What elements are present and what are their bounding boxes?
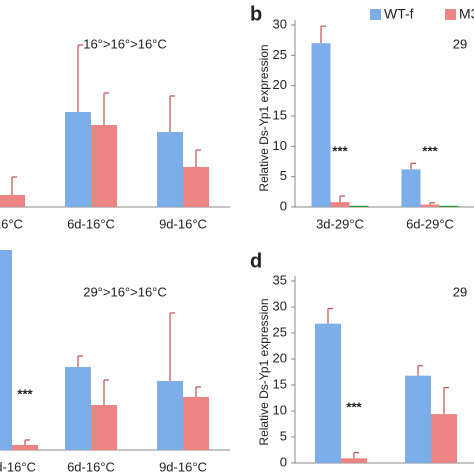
- annotation: ***: [346, 399, 362, 414]
- y-tick-label: 10: [273, 138, 287, 153]
- legend-label: WT-f: [384, 6, 414, 22]
- x-tick-label: 3d-16°C: [0, 216, 23, 231]
- bar: [349, 205, 369, 207]
- annotation: ***: [332, 143, 348, 158]
- annotation: ***: [422, 143, 438, 158]
- x-tick-label: 3d-29°C: [316, 216, 364, 231]
- x-tick-label: 6d-16°C: [67, 459, 115, 474]
- x-tick-label: 3d-29°C: [317, 472, 365, 474]
- y-tick-label: 5: [280, 168, 287, 183]
- bar: [157, 132, 183, 207]
- bar: [431, 414, 457, 463]
- x-tick-label: 9d-16°C: [159, 216, 207, 231]
- chart-title: 16°>16°>16°C: [83, 36, 167, 51]
- y-axis-label: Relative Ds-Yp1 expression: [257, 298, 271, 445]
- y-tick-label: 35: [273, 272, 287, 287]
- bar: [91, 125, 117, 207]
- y-tick-label: 15: [273, 107, 287, 122]
- bar: [401, 169, 421, 207]
- chart-title: 29: [453, 36, 467, 51]
- legend-label: M36: [459, 6, 474, 22]
- y-tick-label: 0: [280, 454, 287, 469]
- bar: [311, 43, 331, 208]
- panel-letter: d: [250, 250, 262, 272]
- x-tick-label: 6d-16°C: [407, 472, 455, 474]
- bar: [183, 167, 209, 207]
- x-tick-label: 3d-16°C: [0, 459, 36, 474]
- y-tick-label: 30: [273, 298, 287, 313]
- y-tick-label: 15: [273, 376, 287, 391]
- y-tick-label: 10: [273, 402, 287, 417]
- bar: [0, 195, 25, 207]
- x-tick-label: 6d-16°C: [67, 216, 115, 231]
- y-axis-label: Relative Ds-Yp1 expression: [257, 44, 271, 191]
- y-tick-label: 25: [273, 47, 287, 62]
- bar: [420, 204, 440, 207]
- annotation: ***: [17, 386, 33, 401]
- y-tick-label: 30: [273, 16, 287, 31]
- x-tick-label: 6d-29°C: [406, 216, 454, 231]
- bar: [65, 112, 91, 207]
- chart-title: 29°>16°>16°C: [83, 284, 167, 299]
- bar: [439, 205, 459, 207]
- bar: [183, 397, 209, 450]
- x-tick-label: 9d-16°C: [159, 459, 207, 474]
- bar: [0, 250, 12, 450]
- bar: [91, 405, 117, 450]
- panel-letter: b: [250, 3, 262, 25]
- bar: [315, 323, 341, 463]
- y-tick-label: 20: [273, 350, 287, 365]
- chart-title: 29: [453, 284, 467, 299]
- y-tick-label: 5: [280, 428, 287, 443]
- bar: [405, 375, 431, 463]
- bar: [330, 202, 350, 207]
- y-tick-label: 20: [273, 77, 287, 92]
- y-tick-label: 25: [273, 324, 287, 339]
- legend-swatch: [445, 9, 456, 20]
- legend-swatch: [370, 9, 381, 20]
- y-tick-label: 0: [280, 198, 287, 213]
- bar: [12, 445, 38, 450]
- bar: [341, 458, 367, 463]
- bar: [157, 381, 183, 450]
- bar: [65, 367, 91, 450]
